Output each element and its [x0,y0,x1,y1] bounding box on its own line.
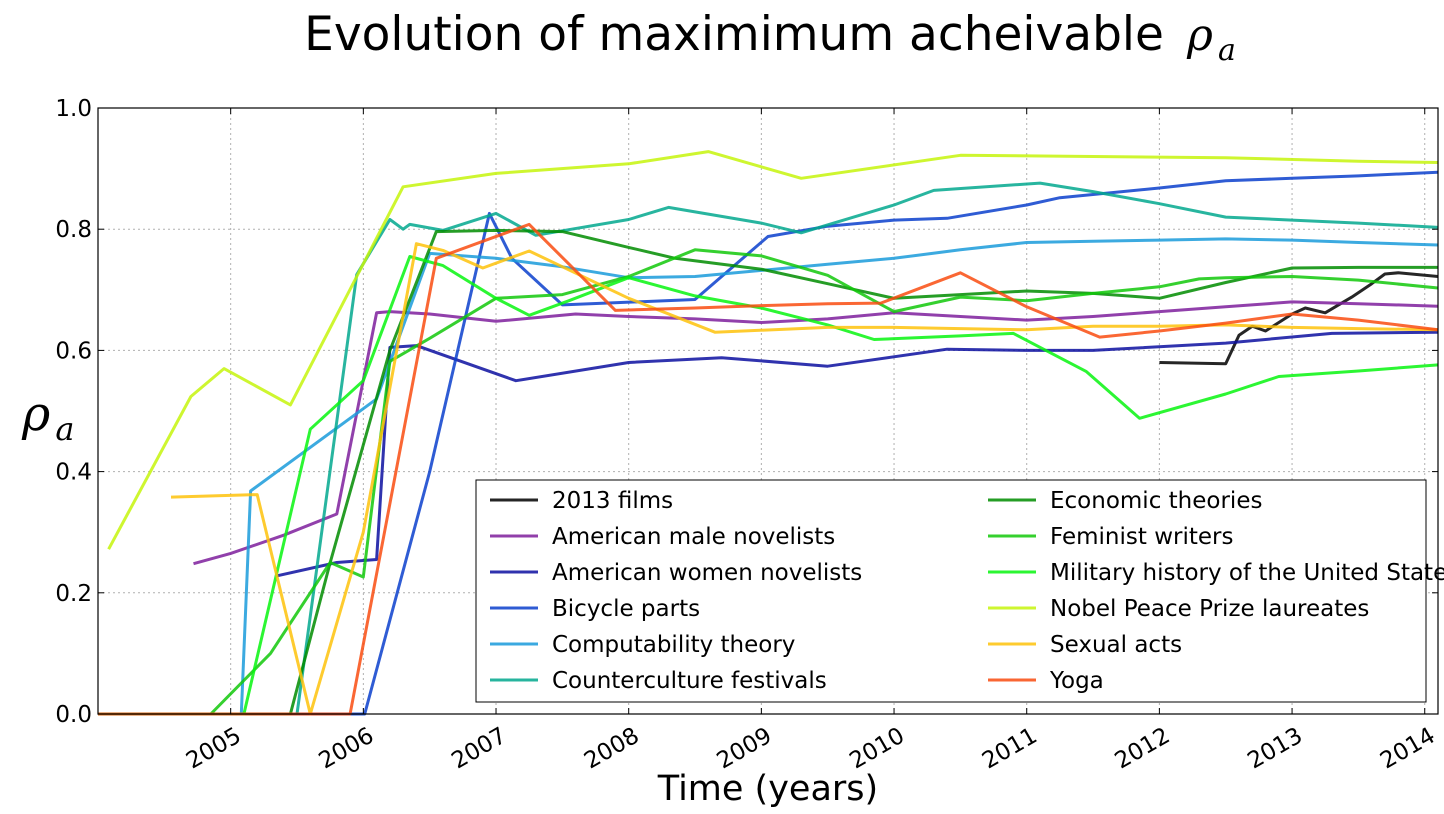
x-tick-label: 2007 [447,723,511,775]
x-tick-label: 2010 [845,723,909,775]
y-tick-label: 0.2 [55,581,92,607]
y-tick-label: 0.4 [55,460,92,486]
x-tick-label: 2006 [315,723,379,775]
legend-entry-counterculture-festivals: Counterculture festivals [490,668,827,694]
legend-label: American women novelists [552,560,862,586]
legend: 2013 films American male novelists America… [475,479,1444,703]
x-tick-label: 2013 [1243,723,1307,775]
series-line-military-history-of-the-united-states [98,255,1439,716]
chart-title: Evolution of maximimum acheivable ρ a [304,7,1236,68]
legend-entry-computability-theory: Computability theory [490,632,795,658]
series-line-counterculture-festivals [295,181,1439,715]
legend-entry-american-women-novelists: American women novelists [490,560,862,586]
legend-label: Nobel Peace Prize laureates [1050,596,1369,622]
legend-entry-bicycle-parts: Bicycle parts [490,596,700,622]
legend-frame [475,479,1427,703]
legend-label: Bicycle parts [552,596,700,622]
x-tick-label: 2005 [182,723,246,775]
legend-entry-nobel-peace-prize-laureates: Nobel Peace Prize laureates [988,596,1369,622]
legend-entry-economic-theories: Economic theories [988,488,1262,514]
y-tick-label: 0.0 [55,702,92,728]
x-tick-label: 2012 [1111,723,1175,775]
x-tick-label: 2008 [580,723,644,775]
x-tick-label: 2009 [713,723,777,775]
series-line-american-women-novelists [276,330,1439,578]
y-tick-label: 0.6 [55,338,92,364]
series-line-2013-films [1159,271,1439,366]
chart-title-symbol-sub: a [1218,33,1236,68]
legend-entry-sexual-acts: Sexual acts [988,632,1182,658]
y-axis-label-sub: a [55,410,74,448]
series-line-nobel-peace-prize-laureates [107,150,1439,550]
plot-area-frame [97,107,1439,715]
legend-entry-feminist-writers: Feminist writers [988,524,1233,550]
legend-entry-2013-films: 2013 films [490,488,673,514]
y-tick-label: 1.0 [55,96,92,122]
legend-entry-yoga: Yoga [988,668,1104,694]
y-axis-label: ρ a [21,386,74,448]
legend-label: Economic theories [1050,488,1262,514]
series-line-yoga [98,222,1439,716]
legend-label: Sexual acts [1050,632,1182,658]
legend-label: Computability theory [552,632,795,658]
legend-label: American male novelists [552,524,835,550]
series-line-economic-theories [98,228,1438,716]
legend-label: Military history of the United States [1050,560,1444,586]
legend-label: 2013 films [552,488,673,514]
legend-label: Counterculture festivals [552,668,827,694]
y-tick-label: 0.8 [55,217,92,243]
legend-label: Feminist writers [1050,524,1233,550]
x-axis-label: Time (years) [657,769,878,809]
series-line-computability-theory [239,237,1439,715]
x-tick-label: 2011 [978,723,1042,775]
legend-entry-military-history-of-the-united-states: Military history of the United States [988,560,1444,586]
series-lines [98,150,1439,716]
legend-entry-american-male-novelists: American male novelists [490,524,835,550]
y-axis-label-symbol: ρ [21,386,50,442]
legend-label: Yoga [1049,668,1104,694]
x-tick-label: 2014 [1376,723,1440,775]
chart-title-text: Evolution of maximimum acheivable [304,7,1164,62]
chart-title-symbol: ρ [1186,10,1213,61]
y-axis-ticks: 0.0 0.2 0.4 0.6 0.8 1.0 [55,96,1438,728]
